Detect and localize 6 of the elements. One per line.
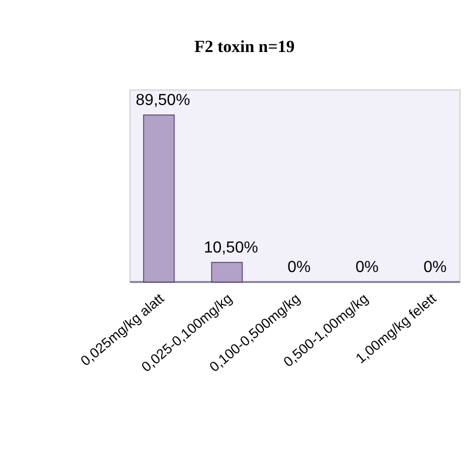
chart-title: F2 toxin n=19 <box>194 37 295 56</box>
data-label: 0% <box>355 259 379 276</box>
data-label: 0% <box>287 259 311 276</box>
data-label: 10,50% <box>204 239 258 256</box>
data-label: 89,50% <box>136 92 190 109</box>
data-label: 0% <box>424 259 447 276</box>
